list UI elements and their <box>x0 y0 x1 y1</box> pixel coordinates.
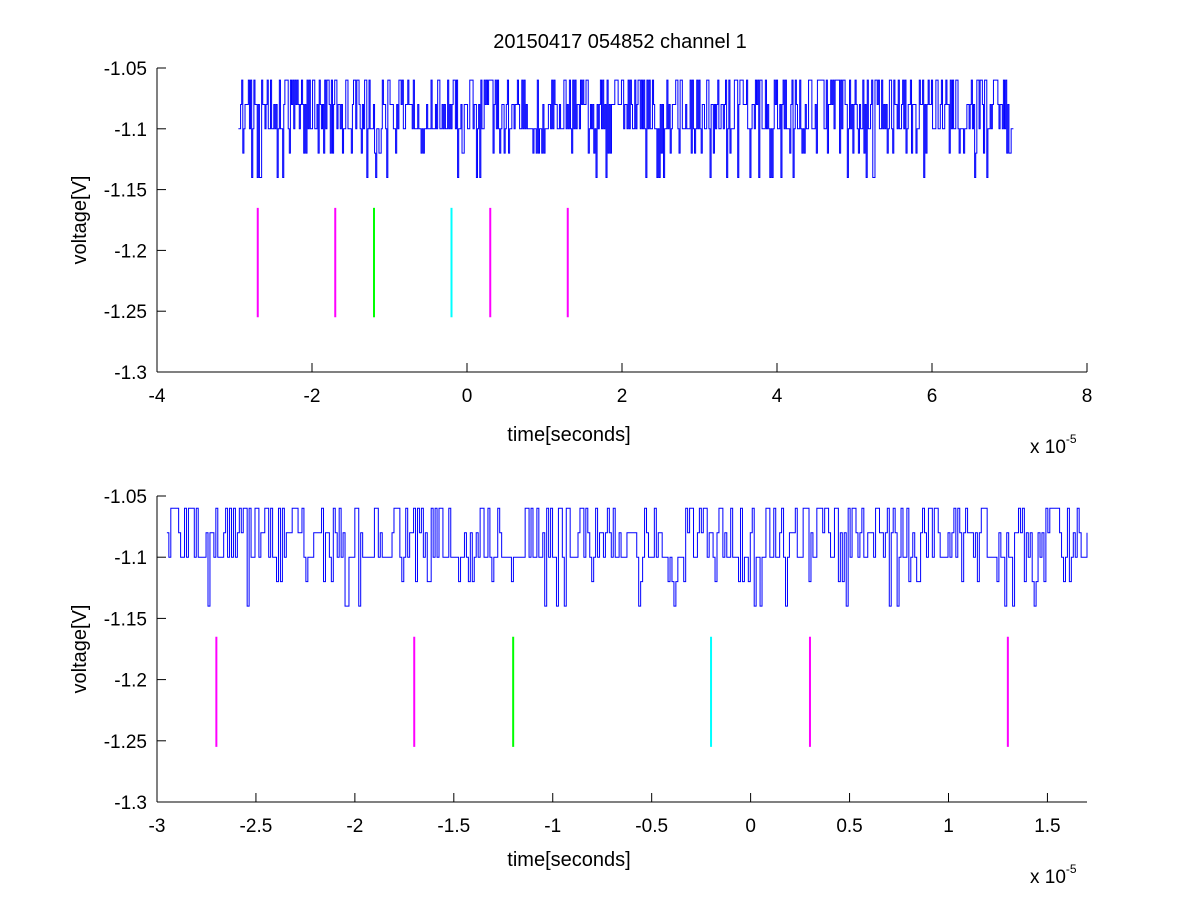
y-tick-label: -1.3 <box>114 793 147 814</box>
x-tick-label: 8 <box>1082 386 1093 407</box>
x-tick-label: -2.5 <box>240 816 273 837</box>
x-tick-label: -4 <box>149 386 166 407</box>
plot-bottom: -3 -2.5 -2 -1.5 -1 -0.5 0 0.5 1 1.5 -1.05 -1.1 -1.15… <box>69 487 1088 888</box>
signal-trace <box>166 507 1088 607</box>
x-tick-label: 2 <box>617 386 628 407</box>
x-tick-label: -1 <box>544 816 561 837</box>
x-tick-label: 0 <box>745 816 756 837</box>
x-tick-label: 0.5 <box>836 816 862 837</box>
y-tick-label: -1.25 <box>104 302 147 323</box>
y-tick-label: -1.1 <box>114 548 147 569</box>
y-tick-label: -1.05 <box>104 487 147 508</box>
x-axis-label: time[seconds] <box>507 424 630 446</box>
y-axis-label: voltage[V] <box>69 605 91 694</box>
y-tick-label: -1.1 <box>114 120 147 141</box>
x-axis-label: time[seconds] <box>507 849 630 871</box>
y-tick-label: -1.25 <box>104 732 147 753</box>
x-tick-label: -2 <box>346 816 363 837</box>
plot-top: -4 -2 0 2 4 6 8 -1.05 -1.1 -1.15 -1.2 -1.25 -1.3 time… <box>69 59 1092 458</box>
y-tick-label: -1.15 <box>104 609 147 630</box>
y-tick-label: -1.15 <box>104 181 147 202</box>
x-scale-label: x 10-5 <box>1030 862 1077 888</box>
y-tick-label: -1.05 <box>104 59 147 80</box>
x-tick-label: 4 <box>772 386 783 407</box>
x-tick-label: 6 <box>927 386 938 407</box>
y-axis-label: voltage[V] <box>69 176 91 265</box>
y-tick-label: -1.2 <box>114 241 147 262</box>
x-tick-label: -1.5 <box>437 816 470 837</box>
y-tick-label: -1.3 <box>114 363 147 384</box>
y-tick-label: -1.2 <box>114 671 147 692</box>
x-tick-label: 1.5 <box>1034 816 1060 837</box>
x-tick-label: 0 <box>462 386 473 407</box>
x-tick-label: -0.5 <box>635 816 668 837</box>
x-tick-label: -3 <box>149 816 166 837</box>
x-tick-label: -2 <box>304 386 321 407</box>
signal-trace <box>238 79 1014 178</box>
x-tick-label: 1 <box>943 816 954 837</box>
x-scale-label: x 10-5 <box>1030 432 1077 458</box>
figure-title: 20150417 054852 channel 1 <box>493 31 747 53</box>
